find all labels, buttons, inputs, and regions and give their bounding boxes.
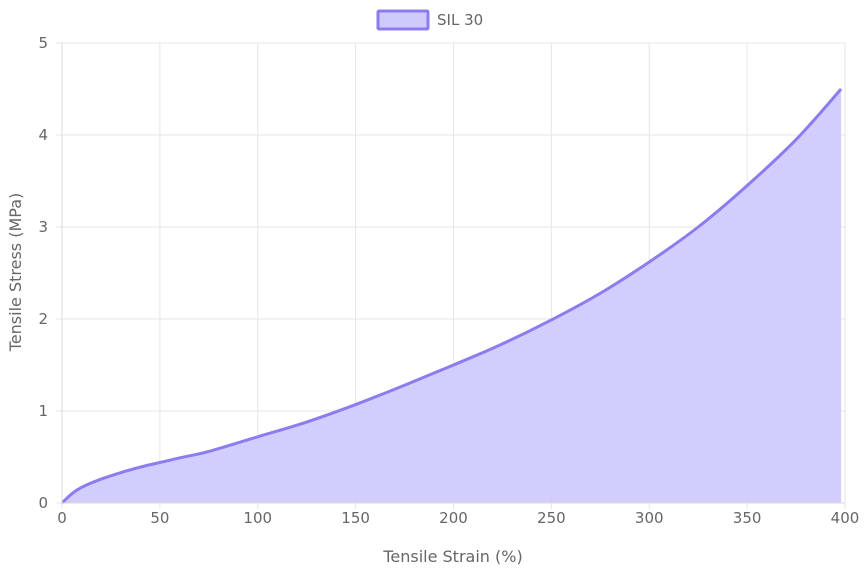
legend[interactable]: SIL 30: [376, 9, 483, 31]
x-tick-label: 400: [831, 509, 860, 527]
x-tick-label: 350: [733, 509, 762, 527]
y-tick-label: 0: [38, 494, 48, 512]
series-layer: [60, 88, 843, 505]
y-tick-label: 2: [38, 310, 48, 328]
y-tick-label: 3: [38, 218, 48, 236]
x-tick-label: 0: [57, 509, 67, 527]
x-tick-label: 100: [243, 509, 272, 527]
series-area-sil-30: [62, 89, 842, 503]
y-tick-label: 1: [38, 402, 48, 420]
legend-swatch-sil-30[interactable]: [376, 9, 430, 31]
x-tick-label: 300: [635, 509, 664, 527]
x-tick-label: 150: [341, 509, 370, 527]
tick-labels: 0 50 100 150 200 250 300 350 400 0 1 2 3 4 5: [38, 34, 859, 527]
x-tick-label: 250: [537, 509, 566, 527]
x-axis-title: Tensile Strain (%): [382, 547, 522, 566]
x-tick-label: 200: [439, 509, 468, 527]
x-tick-label: 50: [150, 509, 169, 527]
legend-label-sil-30[interactable]: SIL 30: [437, 11, 483, 29]
axes: [61, 43, 845, 504]
y-tick-label: 5: [38, 34, 48, 52]
y-tick-label: 4: [38, 126, 48, 144]
series-line-sil-30: [60, 88, 843, 505]
y-axis-title: Tensile Stress (MPa): [6, 193, 25, 352]
